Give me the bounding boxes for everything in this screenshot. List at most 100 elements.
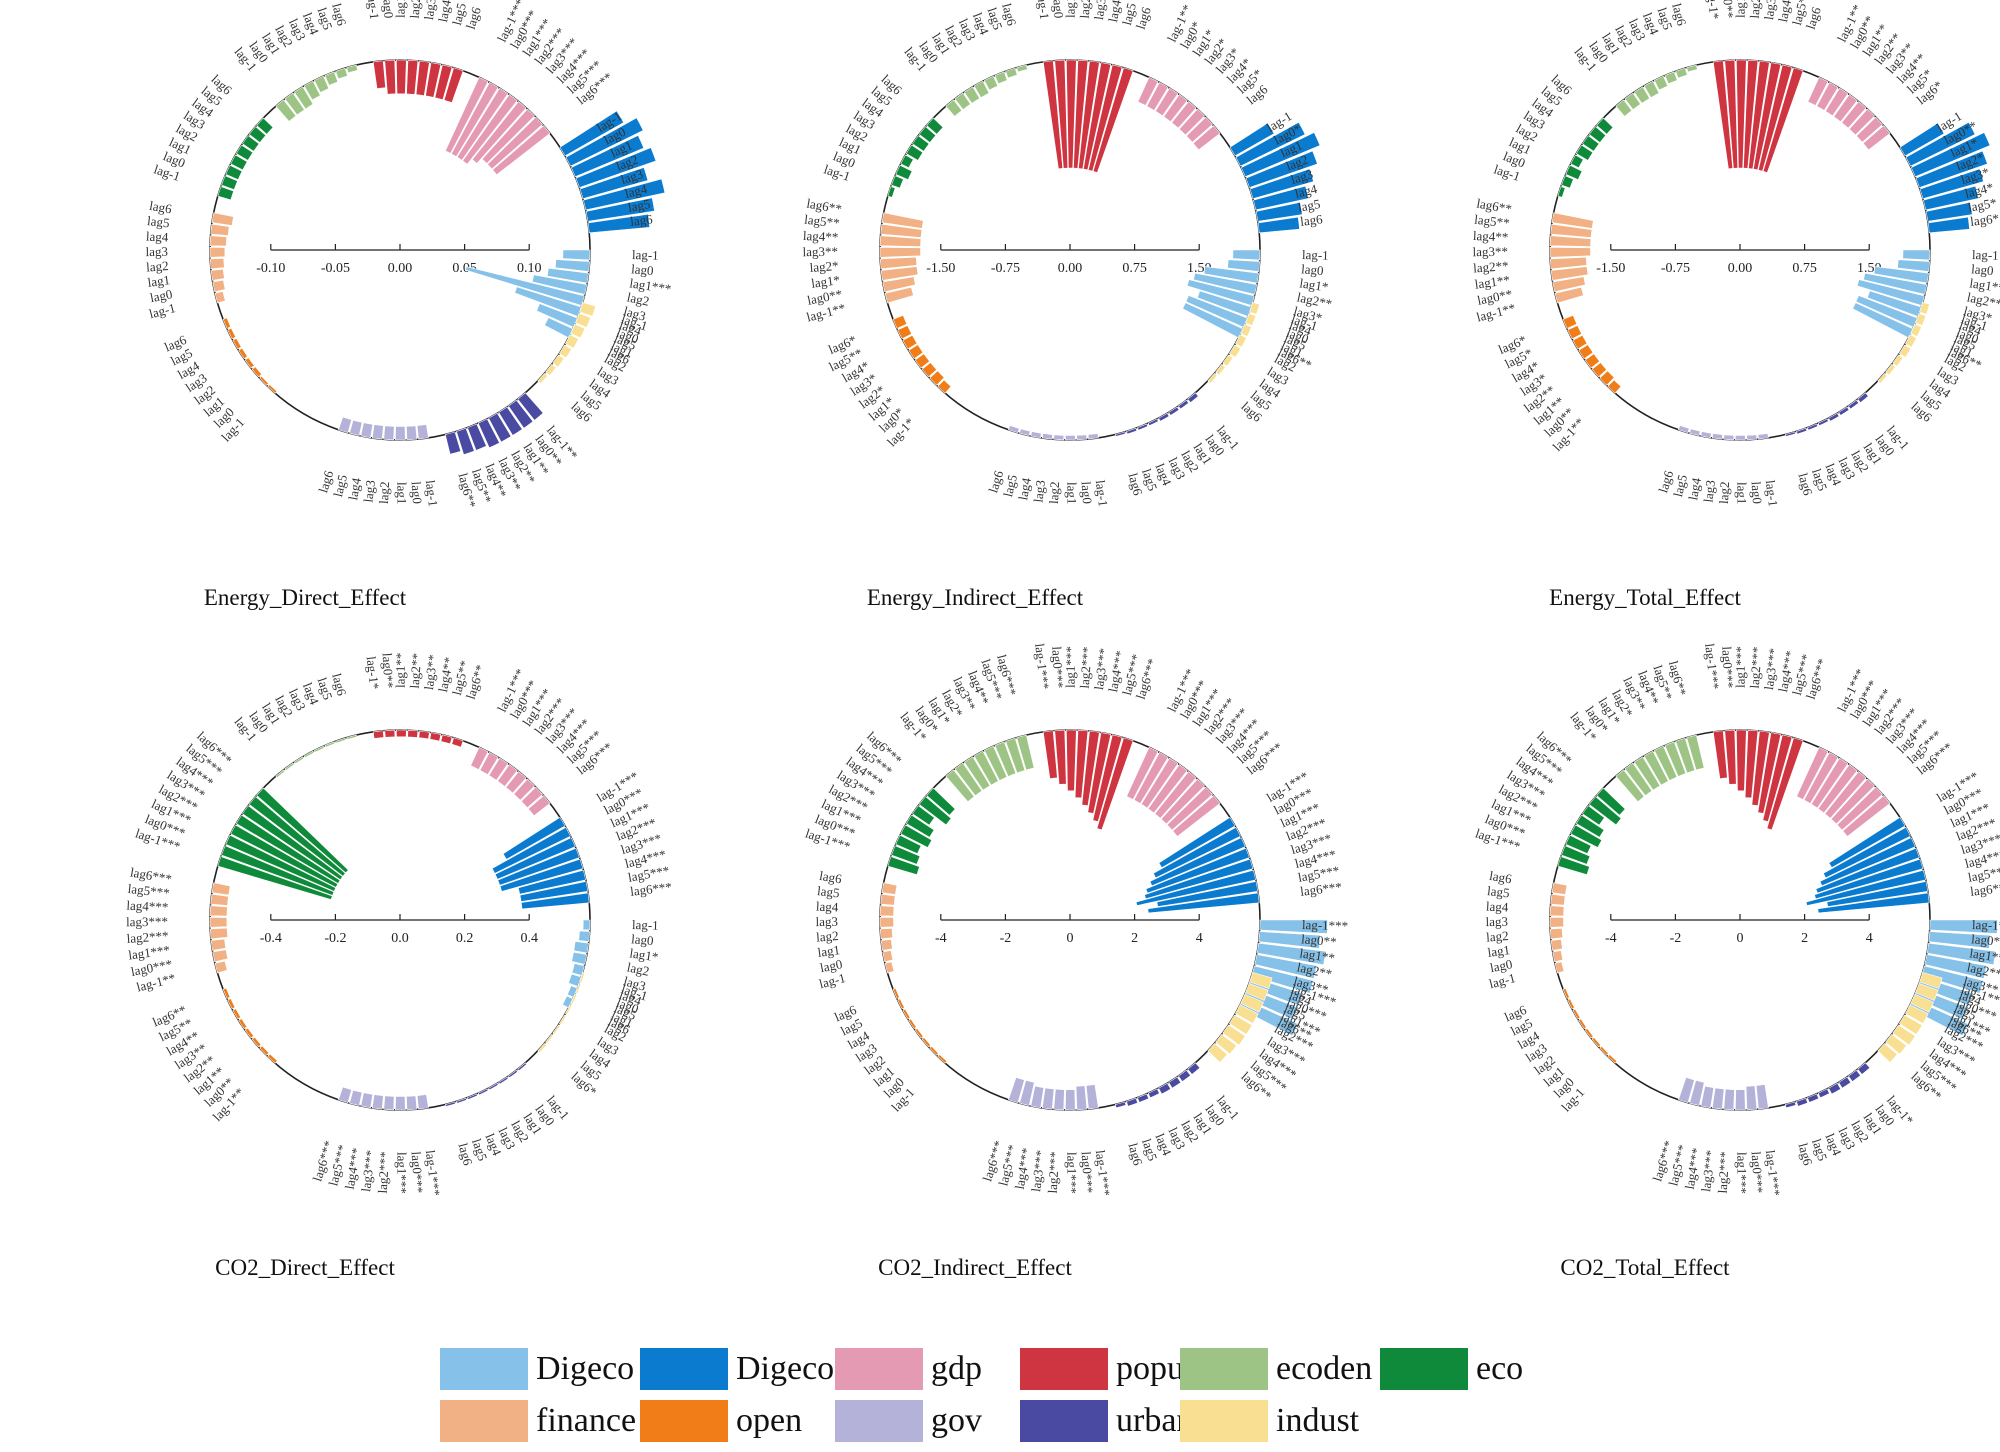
bar bbox=[973, 80, 990, 99]
lag-label: lag1* bbox=[1733, 0, 1748, 18]
lag-label: lag2** bbox=[1296, 959, 1334, 981]
bar bbox=[963, 86, 981, 104]
legend-swatch bbox=[1380, 1348, 1468, 1390]
bar bbox=[881, 212, 924, 229]
legend-label: gov bbox=[931, 1402, 982, 1439]
bar bbox=[1550, 939, 1563, 951]
series-finance: lag-1**lag0**lag1*lag2*lag3**lag4**lag5*… bbox=[803, 196, 924, 325]
bar bbox=[499, 858, 584, 892]
bar bbox=[1133, 751, 1169, 804]
lag-label: lag-1*** bbox=[1302, 917, 1349, 933]
bar bbox=[1675, 737, 1696, 774]
lag-label: lag1 bbox=[1734, 482, 1749, 504]
bar bbox=[1588, 126, 1607, 143]
axis-tick-label: 0.00 bbox=[1728, 261, 1753, 276]
axis-tick-label: 0.75 bbox=[1792, 261, 1817, 276]
bar bbox=[1135, 869, 1257, 906]
bar bbox=[973, 750, 999, 786]
lag-label: lag6 bbox=[1795, 1141, 1816, 1167]
bar bbox=[360, 422, 374, 439]
lag-label: lag5 bbox=[816, 883, 840, 900]
bar bbox=[1562, 987, 1570, 999]
lag-label: lag6*** bbox=[1969, 879, 2000, 899]
bar bbox=[1897, 259, 1930, 272]
legend-label: finance bbox=[536, 1402, 637, 1439]
bar bbox=[537, 1042, 547, 1054]
bar bbox=[1229, 122, 1275, 157]
lag-label: lag2*** bbox=[126, 928, 169, 946]
lag-label: lag2 bbox=[626, 289, 651, 308]
value-axis: -1.50 -0.75 0.00 0.75 1.50 bbox=[926, 244, 1211, 276]
bar bbox=[217, 186, 235, 201]
bar bbox=[1172, 795, 1221, 837]
bar bbox=[880, 223, 923, 238]
lag-label: lag6 bbox=[1133, 5, 1154, 31]
lag-label: lag3 bbox=[1486, 914, 1509, 929]
bar bbox=[470, 746, 489, 770]
bar bbox=[1736, 59, 1747, 169]
bar bbox=[1599, 1045, 1609, 1056]
bar bbox=[1572, 1008, 1581, 1020]
bar bbox=[407, 729, 419, 738]
bar bbox=[497, 847, 580, 886]
legend-label: ecoden bbox=[1276, 1350, 1373, 1387]
lag-label: lag2 bbox=[1486, 928, 1509, 945]
lag-label: lag4** bbox=[1473, 228, 1509, 245]
lag-label: lag0 bbox=[819, 956, 844, 975]
bar bbox=[235, 814, 341, 884]
lag-label: lag5 bbox=[984, 6, 1005, 32]
bar bbox=[1910, 323, 1922, 337]
bar bbox=[562, 249, 591, 261]
lag-label: lag4* bbox=[1775, 0, 1795, 23]
bar bbox=[1828, 412, 1840, 422]
bar bbox=[1235, 121, 1306, 167]
bar bbox=[1766, 737, 1804, 831]
lag-label: lag6 bbox=[463, 5, 484, 31]
bar bbox=[1653, 75, 1669, 91]
bar bbox=[275, 99, 297, 122]
bar bbox=[900, 154, 914, 169]
legend-swatch bbox=[1020, 1348, 1108, 1390]
bar bbox=[488, 1082, 499, 1091]
lag-label: lag2 bbox=[1716, 481, 1732, 504]
bar bbox=[1126, 746, 1159, 800]
lag-label: lag1 bbox=[1064, 482, 1079, 504]
lag-label: lag1* bbox=[1299, 275, 1330, 294]
bar bbox=[575, 983, 582, 994]
bar bbox=[1919, 168, 1984, 199]
bar bbox=[1624, 762, 1653, 797]
bar bbox=[1030, 1085, 1045, 1109]
bar bbox=[1554, 286, 1584, 304]
lag-label: lag6 bbox=[1669, 2, 1689, 28]
series-digeco2: lag-1***lag0***lag1***lag2***lag3***lag4… bbox=[1805, 768, 2000, 914]
bar bbox=[1177, 1069, 1192, 1082]
bar bbox=[887, 186, 896, 198]
bar bbox=[1147, 1088, 1160, 1099]
bar bbox=[1746, 434, 1758, 441]
bar bbox=[1192, 125, 1221, 151]
lag-label: lag4 bbox=[617, 987, 644, 1009]
bar bbox=[918, 796, 952, 826]
bar bbox=[1158, 1082, 1172, 1095]
bar bbox=[1565, 164, 1583, 181]
lag-label: lag2 bbox=[146, 258, 169, 275]
bar bbox=[416, 1094, 429, 1110]
bar bbox=[1905, 121, 1976, 167]
lag-label: lag0*** bbox=[1079, 1151, 1097, 1194]
bar bbox=[565, 117, 644, 167]
bar bbox=[1678, 425, 1690, 434]
bar bbox=[1245, 983, 1269, 1001]
bar bbox=[1187, 1062, 1201, 1075]
axis-tick-label: -0.75 bbox=[991, 261, 1020, 276]
value-axis: -0.10 -0.05 0.00 0.05 0.10 bbox=[256, 244, 541, 276]
bar bbox=[467, 1093, 478, 1100]
bar bbox=[238, 347, 248, 360]
lag-label: lag5 bbox=[314, 6, 335, 32]
bar bbox=[905, 144, 924, 161]
bar bbox=[462, 94, 518, 165]
lag-label: lag6*** bbox=[629, 879, 672, 899]
bar bbox=[1615, 769, 1645, 803]
bar bbox=[492, 125, 551, 176]
